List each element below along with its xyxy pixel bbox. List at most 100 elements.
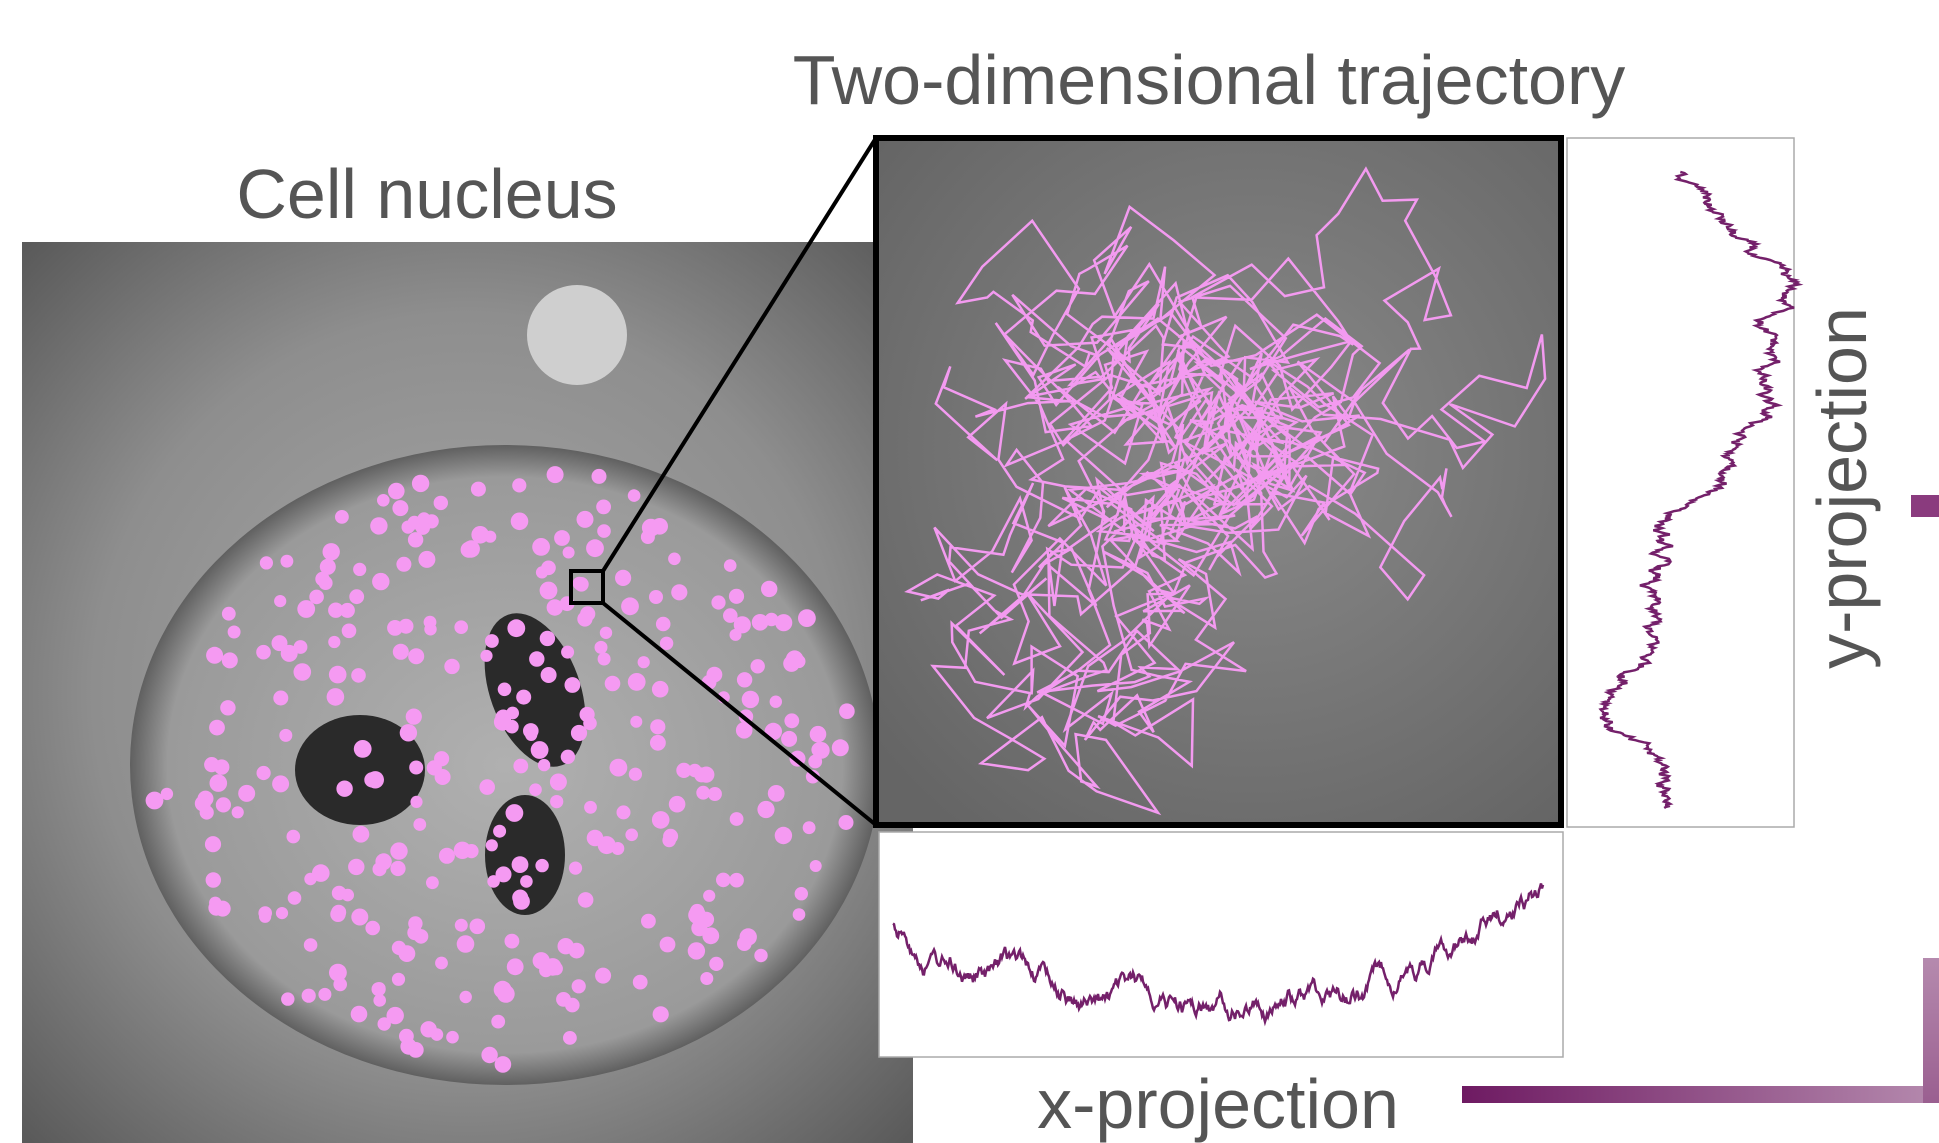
particle	[348, 859, 364, 875]
particle	[349, 589, 364, 604]
particle	[513, 759, 528, 774]
particle	[364, 772, 379, 787]
particle	[392, 973, 405, 986]
particle	[569, 862, 582, 875]
image-label: Cell nucleus	[236, 155, 617, 233]
particle	[406, 709, 422, 725]
particle	[583, 717, 597, 731]
particle	[393, 644, 409, 660]
particle	[798, 609, 816, 627]
particle	[351, 909, 368, 926]
particle	[410, 796, 422, 808]
particle	[491, 1015, 505, 1029]
particle	[628, 673, 646, 691]
particle	[392, 941, 406, 955]
particle	[365, 921, 380, 936]
particle	[775, 827, 792, 844]
particle	[610, 759, 628, 777]
particle	[656, 617, 671, 632]
particle	[649, 590, 663, 604]
particle	[595, 641, 608, 654]
particle	[577, 511, 594, 528]
particle	[561, 750, 575, 764]
particle	[388, 483, 405, 500]
particle	[768, 785, 785, 802]
particle	[372, 573, 389, 590]
particle	[498, 683, 512, 697]
particle	[638, 656, 650, 668]
particle	[700, 972, 713, 985]
particle	[505, 934, 520, 949]
particle	[209, 720, 225, 736]
particle	[400, 724, 417, 741]
particle	[434, 751, 449, 766]
particle	[569, 943, 585, 959]
particle	[335, 510, 349, 524]
particle	[529, 651, 544, 666]
particle	[222, 607, 236, 621]
particle	[690, 904, 704, 918]
particle	[351, 1006, 368, 1023]
particle	[439, 848, 455, 864]
x-projection-panel	[879, 832, 1563, 1057]
particle	[342, 624, 357, 639]
particle	[512, 890, 528, 906]
particle	[281, 555, 294, 568]
particle	[541, 667, 557, 683]
particle	[208, 900, 224, 916]
vesicle	[527, 285, 627, 385]
particle	[729, 873, 744, 888]
particle	[600, 627, 612, 639]
particle	[730, 812, 744, 826]
particle	[493, 825, 506, 838]
particle	[702, 927, 719, 944]
particle	[752, 614, 769, 631]
particle	[832, 739, 849, 756]
particle	[810, 860, 822, 872]
particle	[663, 829, 678, 844]
particle	[228, 626, 241, 639]
particle	[220, 700, 235, 715]
particle	[696, 786, 710, 800]
particle	[525, 729, 537, 741]
particle	[724, 559, 737, 572]
particle	[512, 478, 526, 492]
particle	[550, 774, 567, 791]
particle	[354, 740, 372, 758]
particle	[554, 530, 570, 546]
connector-marker	[1911, 495, 1939, 517]
particle	[431, 1028, 444, 1041]
particle	[480, 650, 492, 662]
particle	[417, 512, 430, 525]
particle	[463, 540, 480, 557]
particle	[742, 691, 759, 708]
particle	[297, 600, 315, 618]
particle	[390, 861, 405, 876]
particle	[595, 968, 611, 984]
particle	[561, 646, 574, 659]
particle	[287, 830, 301, 844]
connector-bar	[1923, 958, 1939, 1103]
particle	[494, 981, 512, 999]
figure: Two-dimensional trajectory Cell nucleus …	[0, 0, 1939, 1143]
particle	[793, 908, 806, 921]
particle	[737, 672, 752, 687]
particle	[808, 755, 822, 769]
particle	[625, 829, 638, 842]
particle	[274, 595, 286, 607]
particle	[781, 731, 797, 747]
particle	[668, 553, 681, 566]
particle	[598, 653, 611, 666]
particle	[707, 667, 723, 683]
particle	[630, 716, 642, 728]
particle	[572, 979, 586, 993]
particle	[408, 648, 424, 664]
particle	[652, 681, 669, 698]
particle	[373, 982, 385, 994]
particle	[803, 821, 816, 834]
particle	[392, 500, 408, 516]
particle	[547, 599, 563, 615]
particle	[671, 584, 687, 600]
particle	[652, 811, 670, 829]
particle	[216, 797, 231, 812]
